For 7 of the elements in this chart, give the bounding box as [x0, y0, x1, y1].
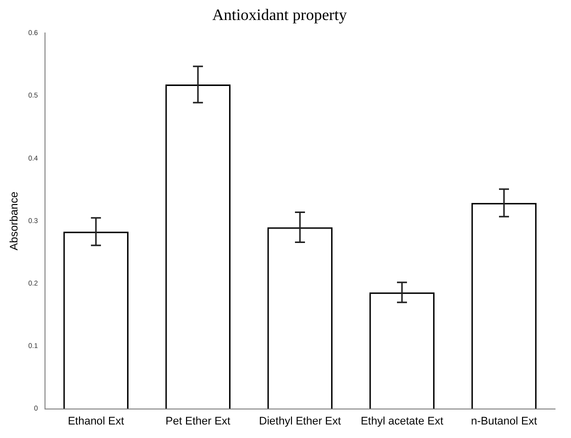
x-tick-label: Diethyl Ether Ext [259, 415, 341, 428]
chart-title: Antioxidant property [212, 6, 347, 24]
x-tick-label: n-Butanol Ext [470, 415, 538, 428]
x-tick-label: Ethanol Ext [68, 415, 124, 428]
x-tick-label: Pet Ether Ext [166, 415, 230, 428]
x-tick-label: Ethyl acetate Ext [360, 415, 444, 428]
y-axis-title: Absorbance [8, 192, 21, 250]
